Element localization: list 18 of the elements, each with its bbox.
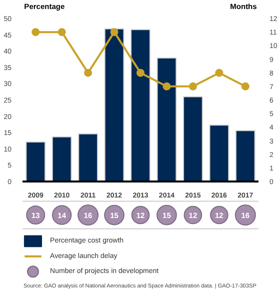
point (110, 28, 118, 36)
bar (183, 96, 203, 182)
bar (209, 124, 230, 182)
point (84, 68, 92, 77)
point (32, 28, 40, 36)
bar (52, 136, 72, 182)
bar (26, 142, 46, 182)
point (188, 82, 197, 90)
point (58, 28, 66, 36)
point (241, 82, 250, 90)
bar (78, 133, 98, 182)
bar (235, 130, 256, 182)
bar (156, 57, 177, 182)
bar (130, 29, 150, 182)
point (136, 68, 144, 77)
bar (104, 28, 124, 182)
point (215, 68, 224, 77)
point (162, 82, 171, 90)
